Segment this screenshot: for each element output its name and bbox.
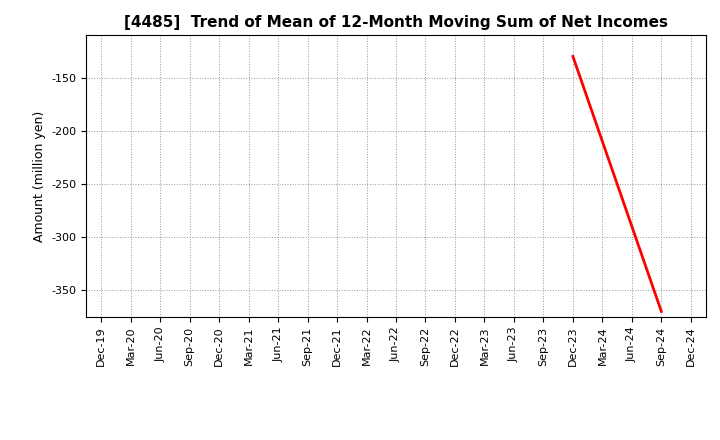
Legend: 3 Years, 5 Years, 7 Years, 10 Years: 3 Years, 5 Years, 7 Years, 10 Years [194,434,598,440]
Title: [4485]  Trend of Mean of 12-Month Moving Sum of Net Incomes: [4485] Trend of Mean of 12-Month Moving … [124,15,668,30]
Y-axis label: Amount (million yen): Amount (million yen) [33,110,46,242]
